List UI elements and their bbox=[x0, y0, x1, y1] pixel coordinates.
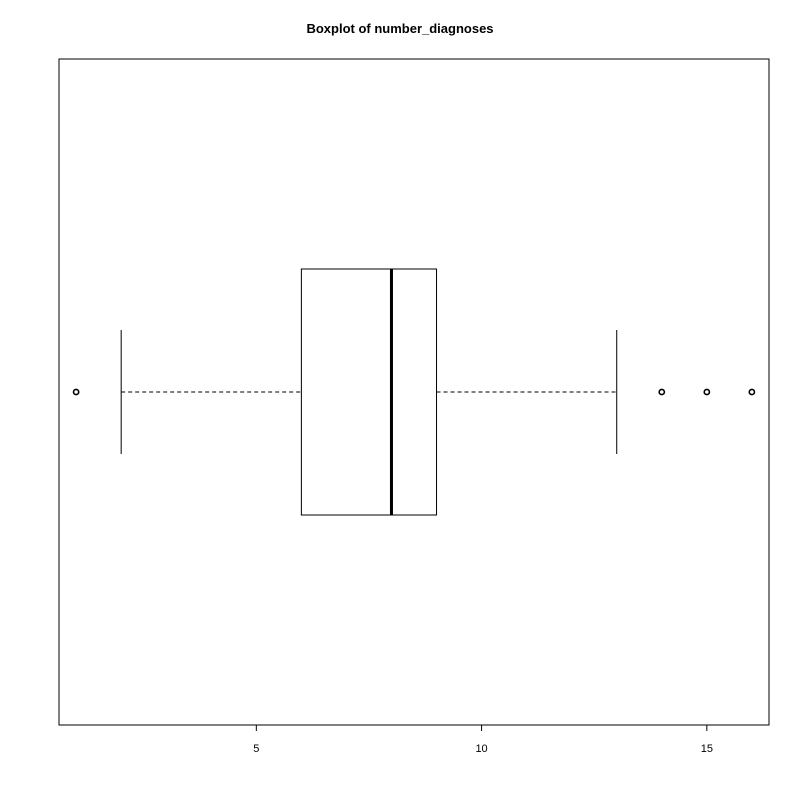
outlier-group bbox=[72, 388, 756, 396]
outlier-point bbox=[703, 388, 711, 396]
chart-title: Boxplot of number_diagnoses bbox=[306, 21, 494, 36]
box-group bbox=[120, 268, 618, 516]
outlier-point bbox=[72, 388, 80, 396]
x-tick-label: 10 bbox=[475, 743, 487, 755]
outlier-point bbox=[658, 388, 666, 396]
x-tick-label: 5 bbox=[253, 743, 259, 755]
iqr-box bbox=[300, 268, 438, 516]
outlier-point bbox=[748, 388, 756, 396]
plot-frame bbox=[58, 58, 770, 726]
x-axis: 5 10 15 bbox=[253, 725, 713, 755]
x-tick-label: 15 bbox=[701, 743, 713, 755]
